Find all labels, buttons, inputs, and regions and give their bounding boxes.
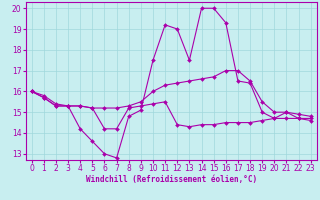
X-axis label: Windchill (Refroidissement éolien,°C): Windchill (Refroidissement éolien,°C) [86, 175, 257, 184]
